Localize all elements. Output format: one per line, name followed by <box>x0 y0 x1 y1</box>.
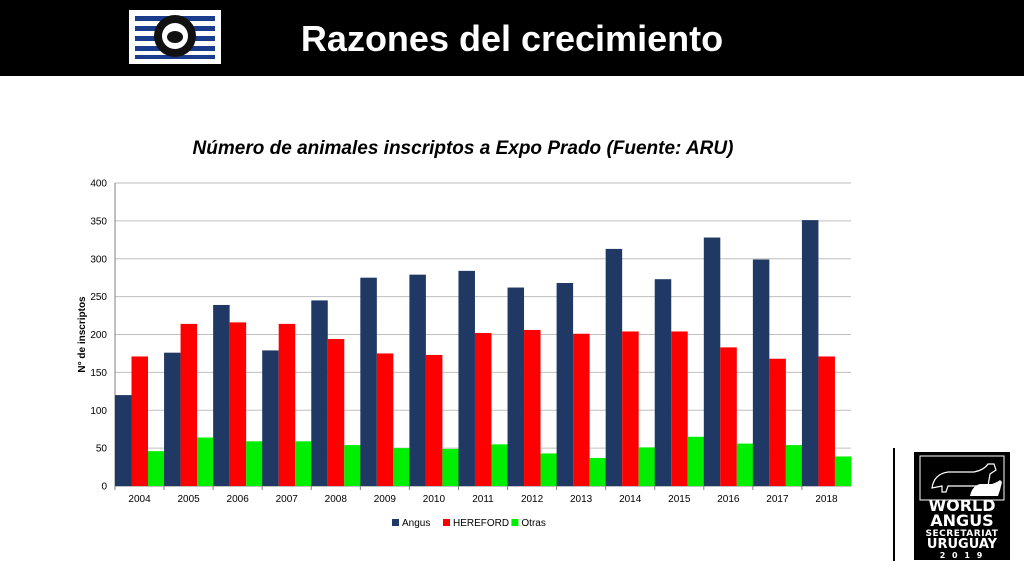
bar-hereford-2017 <box>769 358 786 486</box>
legend-swatch-angus <box>392 519 399 526</box>
x-tick-label: 2012 <box>521 494 544 505</box>
bar-hereford-2011 <box>474 332 492 486</box>
divider-line <box>893 448 895 561</box>
bar-angus-2005 <box>164 352 181 486</box>
bar-angus-2015 <box>654 279 672 486</box>
x-tick-label: 2016 <box>717 494 740 505</box>
x-tick-label: 2011 <box>472 494 494 505</box>
world-angus-logo: WORLD ANGUS SECRETARIAT URUGUAY 2 0 1 9 <box>914 452 1010 560</box>
bar-otras-2004 <box>148 451 165 486</box>
y-tick-label: 400 <box>90 179 107 190</box>
bar-hereford-2004 <box>131 356 148 486</box>
bar-angus-2010 <box>409 274 426 486</box>
x-tick-label: 2009 <box>374 494 397 505</box>
bar-angus-2018 <box>801 220 819 486</box>
x-tick-label: 2008 <box>325 494 348 505</box>
legend-label-hereford: HEREFORD <box>453 518 509 529</box>
cattle-icon <box>919 455 1005 501</box>
bar-otras-2007 <box>295 441 312 486</box>
bar-angus-2009 <box>360 277 377 486</box>
y-tick-label: 0 <box>101 482 107 493</box>
brand-line-5: 2 0 1 9 <box>939 551 985 560</box>
bar-hereford-2008 <box>327 339 345 486</box>
bar-angus-2004 <box>115 395 132 486</box>
brand-line-3: SECRETARIAT <box>925 529 999 539</box>
bar-hereford-2016 <box>720 347 737 486</box>
brand-line-1: WORLD <box>928 496 996 515</box>
legend-label-angus: Angus <box>402 518 430 529</box>
bar-hereford-2013 <box>573 333 590 486</box>
page-title: Razones del crecimiento <box>300 18 724 59</box>
bar-otras-2009 <box>393 448 410 486</box>
bar-hereford-2010 <box>425 354 443 486</box>
bar-angus-2007 <box>262 350 279 486</box>
bar-hereford-2014 <box>622 331 639 486</box>
bar-hereford-2012 <box>524 329 541 486</box>
x-tick-label: 2007 <box>276 494 299 505</box>
bar-otras-2011 <box>491 444 508 486</box>
bar-otras-2018 <box>834 456 852 486</box>
bar-hereford-2007 <box>278 323 296 486</box>
y-tick-label: 150 <box>90 368 107 379</box>
y-axis-label: N° de inscriptos <box>77 296 88 373</box>
x-tick-label: 2018 <box>815 494 838 505</box>
association-logo-icon <box>129 10 221 64</box>
x-tick-label: 2010 <box>423 494 446 505</box>
x-tick-label: 2006 <box>227 494 250 505</box>
x-tick-label: 2015 <box>668 494 691 505</box>
x-tick-label: 2004 <box>128 494 151 505</box>
brand-line-2: ANGUS <box>930 511 994 530</box>
legend-swatch-otras <box>511 519 519 526</box>
bar-otras-2013 <box>589 457 607 486</box>
bar-otras-2014 <box>638 447 656 486</box>
legend-swatch-hereford <box>443 519 450 526</box>
bar-angus-2014 <box>605 248 623 486</box>
bar-otras-2017 <box>785 445 803 486</box>
x-tick-label: 2014 <box>619 494 642 505</box>
bar-otras-2008 <box>344 445 361 486</box>
bar-angus-2012 <box>507 287 525 486</box>
bar-chart: 0 50 100 150 200 250 300 350 400 N° de inscriptos… <box>77 179 852 529</box>
bar-angus-2008 <box>311 300 328 486</box>
chart-title: Número de animales inscriptos a Expo Pra… <box>192 138 734 159</box>
bar-hereford-2009 <box>376 353 394 486</box>
x-tick-label: 2005 <box>177 494 200 505</box>
y-tick-label: 300 <box>90 254 107 265</box>
association-logo <box>129 10 221 64</box>
bar-hereford-2005 <box>180 323 198 486</box>
bar-otras-2012 <box>540 453 558 486</box>
bar-otras-2005 <box>197 437 214 486</box>
brand-line-4: URUGUAY <box>926 537 998 552</box>
bar-angus-2016 <box>703 237 721 486</box>
bar-otras-2006 <box>246 441 263 486</box>
bar-otras-2016 <box>736 443 754 486</box>
bar-hereford-2006 <box>229 322 247 486</box>
y-tick-label: 100 <box>90 406 107 417</box>
x-tick-label: 2017 <box>766 494 789 505</box>
bar-angus-2011 <box>458 270 475 486</box>
bar-otras-2015 <box>687 436 705 486</box>
bar-angus-2006 <box>213 304 230 486</box>
y-tick-label: 50 <box>96 444 108 455</box>
x-tick-label: 2013 <box>570 494 593 505</box>
bar-otras-2010 <box>442 448 459 486</box>
bar-angus-2013 <box>556 282 574 486</box>
y-tick-label: 200 <box>90 330 107 341</box>
y-tick-label: 350 <box>90 216 107 227</box>
bar-hereford-2018 <box>818 356 835 486</box>
y-tick-label: 250 <box>90 292 107 303</box>
bar-hereford-2015 <box>671 331 688 486</box>
legend-label-otras: Otras <box>521 518 545 529</box>
bar-angus-2017 <box>752 259 770 486</box>
